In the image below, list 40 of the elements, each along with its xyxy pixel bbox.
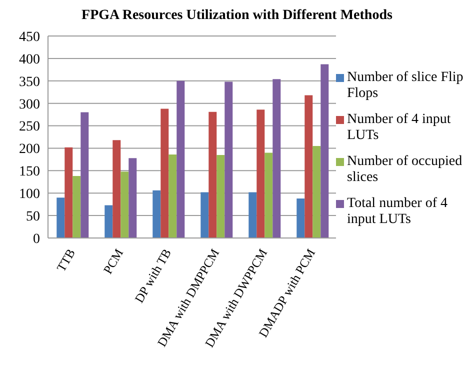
y-tick-label: 100	[19, 187, 40, 202]
y-tick-label: 0	[33, 232, 40, 247]
bar	[168, 154, 177, 238]
bar	[208, 112, 217, 238]
y-tick-label: 300	[19, 97, 40, 112]
bar	[200, 192, 209, 238]
legend-label: Total number of 4 input LUTs	[347, 196, 448, 228]
y-tick-label: 350	[19, 74, 40, 90]
bar	[104, 205, 113, 238]
bar	[120, 172, 129, 238]
bar	[216, 154, 225, 238]
bar	[256, 110, 265, 238]
legend-label: Number of 4 input LUTs	[347, 112, 452, 144]
y-tick-label: 400	[19, 52, 40, 68]
bar	[264, 152, 273, 238]
bar	[224, 82, 233, 238]
bar	[320, 64, 329, 238]
x-tick-label: DP with TB	[132, 246, 174, 306]
bar	[80, 112, 89, 238]
legend-label: Number of slice Flip Flops	[347, 70, 464, 102]
bar	[56, 198, 65, 238]
bar	[112, 140, 121, 238]
legend-label: Number of occupied slices	[347, 154, 464, 186]
bar	[72, 176, 81, 238]
bar	[312, 146, 321, 238]
bar	[152, 190, 161, 238]
y-tick-label: 450	[19, 30, 40, 45]
y-tick-label: 250	[19, 120, 40, 135]
y-tick-label: 200	[19, 142, 40, 158]
chart-title: FPGA Resources Utilization with Different Methods	[80, 8, 394, 25]
bar	[272, 79, 281, 238]
bar	[160, 108, 169, 238]
y-tick-label: 150	[19, 164, 40, 180]
bar	[128, 158, 137, 238]
bar	[248, 192, 257, 238]
bar	[296, 198, 305, 238]
bar	[304, 95, 313, 238]
bar	[64, 147, 73, 238]
bar	[176, 80, 185, 238]
y-tick-label: 50	[26, 210, 40, 225]
